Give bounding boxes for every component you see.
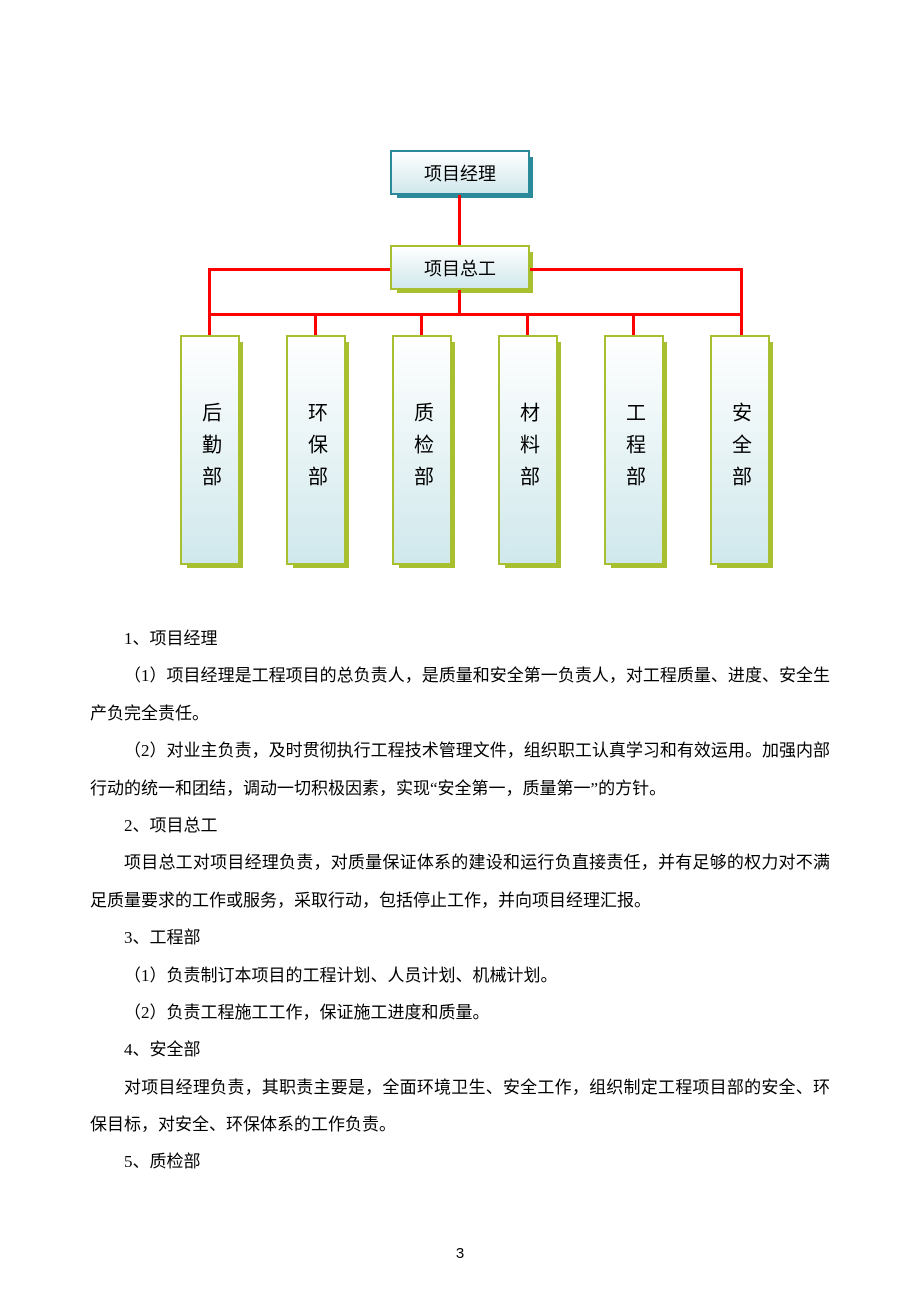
org-chart: 项目经理 项目总工 后勤部 环保部 质检部 材料部 工程部 安全部 — [140, 150, 780, 580]
connector-line — [458, 195, 461, 245]
node-label: 材料部 — [514, 402, 543, 498]
node-label: 后勤部 — [196, 402, 225, 498]
page-number: 3 — [456, 1245, 464, 1262]
node-dept: 环保部 — [286, 335, 346, 565]
node-label: 工程部 — [620, 402, 649, 498]
section-title: 1、项目经理 — [90, 620, 830, 657]
body-text: 1、项目经理 （1）项目经理是工程项目的总负责人，是质量和安全第一负责人，对工程… — [90, 620, 830, 1181]
section-title: 2、项目总工 — [90, 807, 830, 844]
section-title: 3、工程部 — [90, 919, 830, 956]
connector-line — [208, 268, 390, 271]
node-project-manager: 项目经理 — [390, 150, 530, 195]
paragraph: （2）负责工程施工工作，保证施工进度和质量。 — [90, 994, 830, 1031]
node-dept: 质检部 — [392, 335, 452, 565]
connector-line — [208, 268, 211, 338]
node-dept: 后勤部 — [180, 335, 240, 565]
node-label: 安全部 — [726, 402, 755, 498]
connector-line — [530, 268, 740, 271]
node-label: 质检部 — [408, 402, 437, 498]
paragraph: 对项目经理负责，其职责主要是，全面环境卫生、安全工作，组织制定工程项目部的安全、… — [90, 1069, 830, 1144]
paragraph: 项目总工对项目经理负责，对质量保证体系的建设和运行负直接责任，并有足够的权力对不… — [90, 844, 830, 919]
node-label: 项目经理 — [424, 160, 496, 186]
node-dept: 安全部 — [710, 335, 770, 565]
paragraph: （2）对业主负责，及时贯彻执行工程技术管理文件，组织职工认真学习和有效运用。加强… — [90, 732, 830, 807]
paragraph: （1）负责制订本项目的工程计划、人员计划、机械计划。 — [90, 957, 830, 994]
paragraph: （1）项目经理是工程项目的总负责人，是质量和安全第一负责人，对工程质量、进度、安… — [90, 657, 830, 732]
section-title: 4、安全部 — [90, 1031, 830, 1068]
node-chief-engineer: 项目总工 — [390, 245, 530, 290]
node-label: 项目总工 — [424, 255, 496, 281]
node-dept: 工程部 — [604, 335, 664, 565]
connector-line — [208, 313, 743, 316]
connector-line — [740, 268, 743, 338]
node-dept: 材料部 — [498, 335, 558, 565]
node-label: 环保部 — [302, 402, 331, 498]
section-title: 5、质检部 — [90, 1143, 830, 1180]
connector-line — [458, 290, 461, 315]
